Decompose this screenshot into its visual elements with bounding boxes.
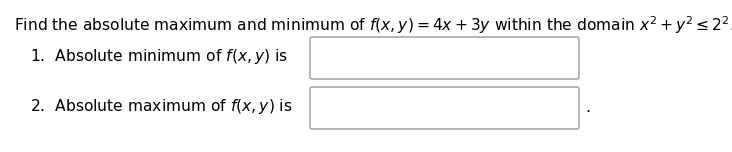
- Text: Find the absolute maximum and minimum of $f(x, y) = 4x + 3y$ within the domain $: Find the absolute maximum and minimum of…: [14, 14, 732, 36]
- Text: .: .: [585, 100, 590, 114]
- Text: 1.  Absolute minimum of $f(x, y)$ is: 1. Absolute minimum of $f(x, y)$ is: [30, 47, 288, 67]
- Text: 2.  Absolute maximum of $f(x, y)$ is: 2. Absolute maximum of $f(x, y)$ is: [30, 97, 293, 116]
- FancyBboxPatch shape: [310, 37, 579, 79]
- FancyBboxPatch shape: [310, 87, 579, 129]
